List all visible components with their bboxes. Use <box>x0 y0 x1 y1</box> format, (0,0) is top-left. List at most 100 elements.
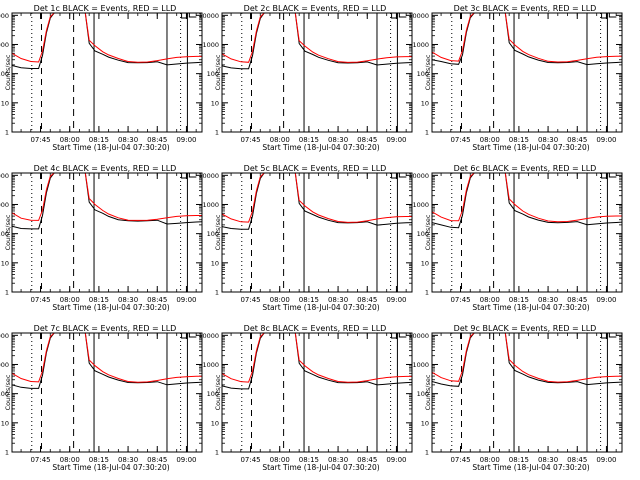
x-axis-label: Start Time (18-Jul-04 07:30:20) <box>262 303 379 312</box>
x-tick-label: 08:00 <box>480 296 500 304</box>
y-tick-label: 10000 <box>198 12 219 20</box>
events-series-line <box>12 173 202 230</box>
saturation-mark <box>181 173 188 179</box>
y-tick-label: 100 <box>0 390 9 398</box>
y-tick-label: 1 <box>5 129 9 137</box>
x-tick-label: 08:15 <box>509 296 529 304</box>
y-tick-label: 100 <box>417 70 429 78</box>
saturation-mark <box>391 173 398 179</box>
x-tick-label: 08:00 <box>270 296 290 304</box>
x-tick-label: 08:45 <box>147 456 167 464</box>
saturation-mark <box>398 173 407 178</box>
x-axis-label: Start Time (18-Jul-04 07:30:20) <box>262 143 379 152</box>
y-axis-label: Counts/sec <box>214 214 222 250</box>
x-tick-label: 08:00 <box>60 296 80 304</box>
y-tick-label: 10 <box>1 99 9 107</box>
y-axis-label: Counts/sec <box>424 214 432 250</box>
x-tick-label: 09:00 <box>386 296 406 304</box>
y-tick-label: 1000 <box>0 201 9 209</box>
panel-title: Det 5c BLACK = Events, RED = LLD <box>244 164 387 173</box>
y-tick-label: 1000 <box>0 41 9 49</box>
saturation-mark <box>188 13 197 18</box>
x-tick-label: 08:00 <box>480 456 500 464</box>
lld-series-line <box>12 13 202 63</box>
y-tick-label: 100 <box>0 230 9 238</box>
x-tick-label: 08:45 <box>147 136 167 144</box>
panel-title: Det 6c BLACK = Events, RED = LLD <box>454 164 597 173</box>
saturation-mark <box>188 333 197 338</box>
y-tick-label: 1000 <box>202 41 219 49</box>
lld-series-line <box>432 13 622 63</box>
x-axis-label: Start Time (18-Jul-04 07:30:20) <box>262 463 379 472</box>
saturation-mark <box>398 333 407 338</box>
detector-panel: Det 3c BLACK = Events, RED = LLD Counts/s… <box>408 4 623 152</box>
detector-panel: Det 1c BLACK = Events, RED = LLD Counts/s… <box>0 4 203 152</box>
plot-frame <box>221 172 413 293</box>
plot-frame <box>11 332 203 453</box>
saturation-mark <box>188 173 197 178</box>
saturation-mark <box>398 13 407 18</box>
detector-panel: Det 5c BLACK = Events, RED = LLD Counts/s… <box>198 164 413 312</box>
detector-panel: Det 4c BLACK = Events, RED = LLD Counts/s… <box>0 164 203 312</box>
x-tick-label: 08:00 <box>60 136 80 144</box>
saturation-mark <box>608 333 617 338</box>
x-axis-label: Start Time (18-Jul-04 07:30:20) <box>472 463 589 472</box>
y-tick-label: 1000 <box>412 41 429 49</box>
y-tick-label: 10000 <box>198 332 219 340</box>
x-tick-label: 07:45 <box>240 296 260 304</box>
y-tick-label: 10000 <box>198 172 219 180</box>
x-tick-label: 09:00 <box>176 136 196 144</box>
y-tick-label: 10 <box>1 419 9 427</box>
y-axis-label: Counts/sec <box>4 54 12 90</box>
events-series-line <box>12 333 202 389</box>
y-axis-label: Counts/sec <box>4 374 12 410</box>
x-tick-label: 08:15 <box>299 296 319 304</box>
x-tick-label: 08:30 <box>328 136 348 144</box>
y-tick-label: 1000 <box>202 201 219 209</box>
y-tick-label: 1 <box>215 129 219 137</box>
lld-series-line <box>12 333 202 383</box>
y-tick-label: 100 <box>0 70 9 78</box>
plot-frame <box>221 12 413 133</box>
x-tick-label: 08:45 <box>357 296 377 304</box>
x-tick-label: 08:00 <box>60 456 80 464</box>
x-tick-label: 08:00 <box>270 456 290 464</box>
x-tick-label: 08:00 <box>270 136 290 144</box>
x-tick-label: 07:45 <box>240 136 260 144</box>
x-tick-label: 09:00 <box>386 456 406 464</box>
panel-title: Det 9c BLACK = Events, RED = LLD <box>454 324 597 333</box>
saturation-mark <box>601 333 608 339</box>
x-tick-label: 08:45 <box>147 296 167 304</box>
x-tick-label: 08:15 <box>509 456 529 464</box>
x-tick-label: 07:45 <box>240 456 260 464</box>
y-tick-label: 10 <box>211 259 219 267</box>
x-tick-label: 08:00 <box>480 136 500 144</box>
y-tick-label: 1 <box>215 449 219 457</box>
y-tick-label: 10000 <box>0 332 9 340</box>
y-tick-label: 100 <box>417 230 429 238</box>
y-tick-label: 1 <box>425 289 429 297</box>
panel-title: Det 7c BLACK = Events, RED = LLD <box>34 324 177 333</box>
x-tick-label: 08:15 <box>299 456 319 464</box>
y-tick-label: 1000 <box>0 361 9 369</box>
x-tick-label: 07:45 <box>450 456 470 464</box>
y-axis-label: Counts/sec <box>214 54 222 90</box>
x-tick-label: 08:15 <box>89 296 109 304</box>
x-tick-label: 07:45 <box>30 136 50 144</box>
x-tick-label: 08:45 <box>357 136 377 144</box>
events-series-line <box>432 333 622 387</box>
y-axis-label: Counts/sec <box>4 214 12 250</box>
x-tick-label: 08:30 <box>538 456 558 464</box>
x-tick-label: 08:15 <box>509 136 529 144</box>
x-tick-label: 08:45 <box>567 296 587 304</box>
plot-frame <box>11 12 203 133</box>
y-axis-label: Counts/sec <box>424 374 432 410</box>
saturation-mark <box>601 173 608 179</box>
saturation-mark <box>181 13 188 19</box>
y-tick-label: 10000 <box>408 12 429 20</box>
plot-frame <box>11 172 203 293</box>
y-tick-label: 100 <box>207 230 219 238</box>
x-tick-label: 08:30 <box>538 296 558 304</box>
y-tick-label: 10 <box>1 259 9 267</box>
